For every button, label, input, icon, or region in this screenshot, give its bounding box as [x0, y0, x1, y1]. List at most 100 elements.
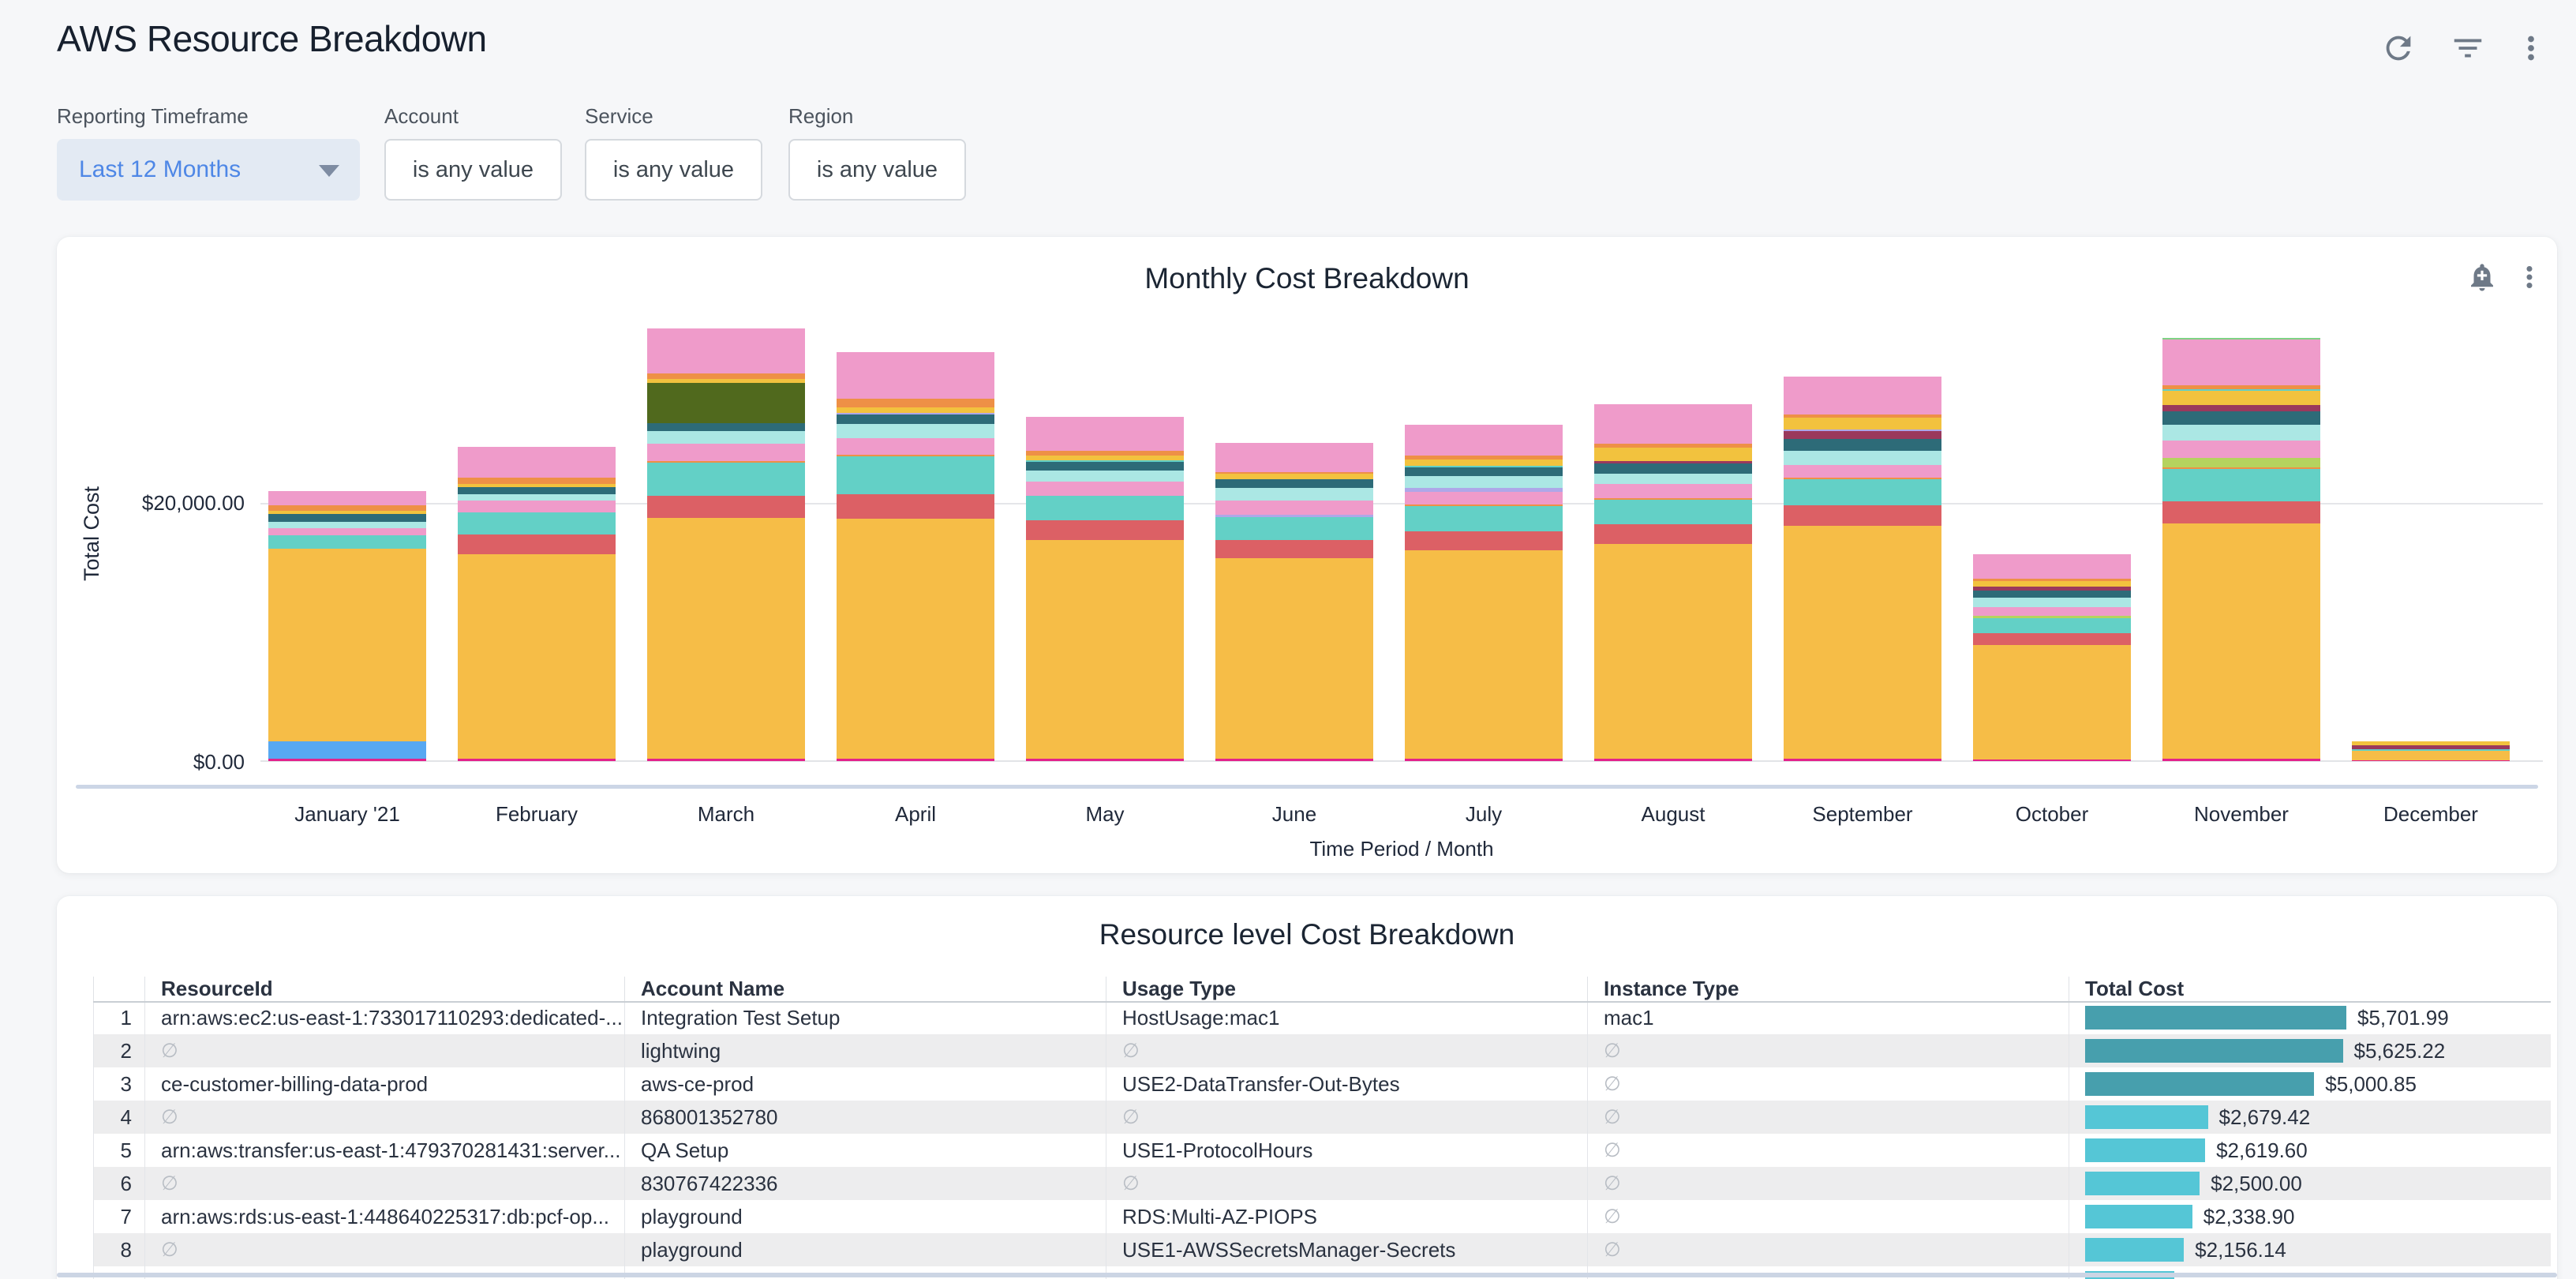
bar-segment-darkTeal[interactable]: [1405, 467, 1563, 477]
bar-segment-pink[interactable]: [1026, 482, 1184, 497]
stacked-bar-october[interactable]: [1973, 553, 2131, 761]
bar-segment-magenta[interactable]: [1973, 759, 2131, 761]
bar-segment-amber[interactable]: [2352, 750, 2510, 761]
bar-segment-darkTeal[interactable]: [268, 513, 426, 523]
usage-type-cell[interactable]: RDS:Multi-AZ-PIOPS: [1106, 1200, 1587, 1233]
chart-more-vert-icon[interactable]: [2513, 261, 2546, 294]
total-cost-cell[interactable]: $2,338.90: [2069, 1200, 2551, 1233]
usage-type-cell[interactable]: ∅: [1106, 1034, 1587, 1067]
page-scroll-strip[interactable]: [57, 1273, 2557, 1277]
row-number[interactable]: 6: [93, 1167, 144, 1200]
bar-segment-yellow[interactable]: [837, 407, 994, 413]
row-number[interactable]: 3: [93, 1067, 144, 1101]
bar-segment-yellow[interactable]: [1973, 581, 2131, 587]
bar-segment-orange[interactable]: [647, 373, 805, 380]
stacked-bar-january-21[interactable]: [268, 491, 426, 761]
col-header-row-number[interactable]: [93, 977, 144, 1001]
bar-segment-lime[interactable]: [2162, 458, 2320, 467]
bar-segment-maroon[interactable]: [2352, 745, 2510, 749]
bar-segment-pink[interactable]: [1784, 464, 1941, 478]
bar-segment-orange[interactable]: [1026, 450, 1184, 456]
bar-segment-darkTeal[interactable]: [647, 423, 805, 432]
bar-segment-maroon[interactable]: [2162, 405, 2320, 412]
table-row-7[interactable]: 7 arn:aws:rds:us-east-1:448640225317:db:p…: [93, 1200, 2551, 1233]
bar-segment-orange[interactable]: [458, 478, 616, 484]
bar-segment-orange[interactable]: [837, 398, 994, 408]
instance-type-cell[interactable]: ∅: [1587, 1067, 2069, 1101]
bar-segment-amber[interactable]: [1973, 645, 2131, 760]
bar-segment-darkTeal[interactable]: [458, 486, 616, 494]
col-header-total-cost[interactable]: Total Cost: [2069, 977, 2551, 1001]
usage-type-cell[interactable]: USE2-DataTransfer-Out-Bytes: [1106, 1067, 1587, 1101]
resource-id-cell[interactable]: ∅: [144, 1167, 624, 1200]
bar-segment-lightCyan[interactable]: [458, 493, 616, 501]
stacked-bar-march[interactable]: [647, 328, 805, 761]
table-row-1[interactable]: 1 arn:aws:ec2:us-east-1:733017110293:dedi…: [93, 1001, 2551, 1034]
bar-segment-teal[interactable]: [1026, 496, 1184, 521]
bar-segment-yellow[interactable]: [2162, 391, 2320, 406]
bar-segment-darkTeal[interactable]: [1973, 591, 2131, 598]
table-row-6[interactable]: 6 ∅ 830767422336 ∅ ∅ $2,500.00: [93, 1167, 2551, 1200]
bar-segment-pink[interactable]: [647, 328, 805, 374]
resource-id-cell[interactable]: arn:aws:rds:us-east-1:448640225317:db:pc…: [144, 1200, 624, 1233]
row-number[interactable]: 1: [93, 1001, 144, 1034]
usage-type-cell[interactable]: ∅: [1106, 1101, 1587, 1134]
bar-segment-blue[interactable]: [268, 741, 426, 760]
bar-segment-violet[interactable]: [837, 412, 994, 415]
bar-segment-lightCyan[interactable]: [837, 423, 994, 438]
col-header-instance-type[interactable]: Instance Type: [1587, 977, 2069, 1001]
bar-segment-teal[interactable]: [837, 456, 994, 494]
bar-segment-yellow[interactable]: [1594, 448, 1752, 461]
bar-segment-red[interactable]: [1026, 520, 1184, 541]
bar-segment-orange[interactable]: [837, 455, 994, 457]
refresh-icon[interactable]: [2380, 30, 2417, 66]
bar-segment-red[interactable]: [1215, 540, 1373, 559]
resource-id-cell[interactable]: arn:aws:transfer:us-east-1:479370281431:…: [144, 1134, 624, 1167]
bar-segment-teal[interactable]: [1405, 466, 1563, 467]
resource-id-cell[interactable]: arn:aws:ec2:us-east-1:733017110293:dedic…: [144, 1001, 624, 1034]
bar-segment-yellow[interactable]: [647, 379, 805, 384]
table-row-5[interactable]: 5 arn:aws:transfer:us-east-1:479370281431…: [93, 1134, 2551, 1167]
more-vert-icon[interactable]: [2513, 30, 2549, 66]
bar-segment-pink[interactable]: [1973, 553, 2131, 579]
resource-id-cell[interactable]: ∅: [144, 1101, 624, 1134]
total-cost-cell[interactable]: $2,500.00: [2069, 1167, 2551, 1200]
bar-segment-darkTeal[interactable]: [1784, 438, 1941, 451]
table-row-8[interactable]: 8 ∅ playground USE1-AWSSecretsManager-Secre…: [93, 1233, 2551, 1266]
bar-segment-teal[interactable]: [458, 512, 616, 534]
bar-segment-red[interactable]: [1405, 531, 1563, 551]
bar-segment-teal[interactable]: [1405, 506, 1563, 531]
bar-segment-darkTeal[interactable]: [1594, 463, 1752, 474]
bar-segment-lightCyan[interactable]: [1784, 450, 1941, 465]
bar-segment-pink[interactable]: [2162, 339, 2320, 385]
stacked-bar-february[interactable]: [458, 446, 616, 761]
bar-segment-maroon[interactable]: [1784, 431, 1941, 439]
bar-segment-maroon[interactable]: [1594, 460, 1752, 464]
bar-segment-amber[interactable]: [1405, 550, 1563, 760]
total-cost-cell[interactable]: $2,619.60: [2069, 1134, 2551, 1167]
bar-segment-orange[interactable]: [1973, 578, 2131, 582]
usage-type-cell[interactable]: HostUsage:mac1: [1106, 1001, 1587, 1034]
bar-segment-amber[interactable]: [1784, 526, 1941, 760]
bar-segment-violet[interactable]: [1215, 515, 1373, 517]
bar-segment-lightCyan[interactable]: [1215, 488, 1373, 501]
account-name-cell[interactable]: playground: [624, 1233, 1106, 1266]
instance-type-cell[interactable]: ∅: [1587, 1167, 2069, 1200]
instance-type-cell[interactable]: ∅: [1587, 1101, 2069, 1134]
bar-segment-orange[interactable]: [1594, 498, 1752, 501]
stacked-bar-july[interactable]: [1405, 424, 1563, 761]
account-name-cell[interactable]: lightwing: [624, 1034, 1106, 1067]
bar-segment-magenta[interactable]: [1215, 759, 1373, 761]
bar-segment-pink[interactable]: [268, 527, 426, 536]
bar-segment-lightCyan[interactable]: [2162, 424, 2320, 441]
bar-segment-magenta[interactable]: [1594, 759, 1752, 761]
bar-segment-pink[interactable]: [1215, 442, 1373, 472]
bar-segment-teal[interactable]: [1026, 459, 1184, 462]
row-number[interactable]: 7: [93, 1200, 144, 1233]
bar-segment-teal[interactable]: [268, 535, 426, 549]
bar-segment-orange[interactable]: [268, 504, 426, 511]
instance-type-cell[interactable]: ∅: [1587, 1200, 2069, 1233]
reporting-timeframe-dropdown[interactable]: Last 12 Months: [57, 139, 360, 201]
col-header-usage-type[interactable]: Usage Type: [1106, 977, 1587, 1001]
bar-segment-teal[interactable]: [1784, 479, 1941, 505]
